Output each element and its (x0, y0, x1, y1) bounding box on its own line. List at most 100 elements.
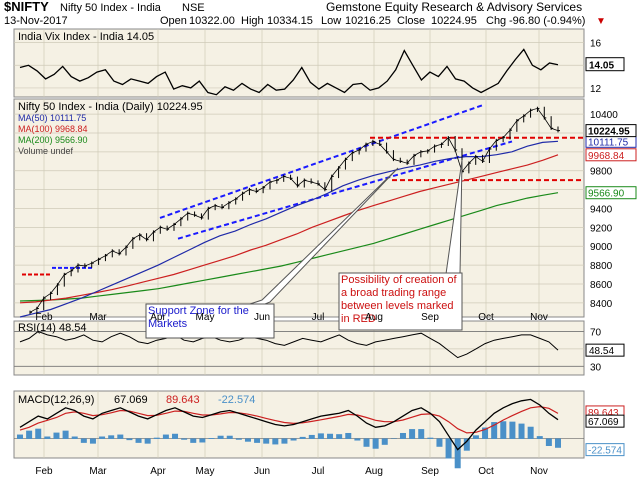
macd-histogram-bar (290, 438, 297, 441)
ma200-last-label: 9566.90 (588, 189, 625, 200)
price-tick-label: 9200 (590, 223, 613, 234)
x-tick-label: Sep (421, 312, 439, 323)
chart-date: 13-Nov-2017 (4, 15, 68, 27)
price-tick-label: 10400 (590, 110, 618, 121)
vix-tick-label: 16 (590, 39, 602, 50)
macd-histogram-bar (482, 427, 489, 439)
macd-histogram-bar (80, 438, 87, 443)
chart-provider: Gemstone Equity Research & Advisory Serv… (326, 0, 582, 14)
grid-lines (14, 29, 584, 458)
macd-histogram-bar (317, 433, 324, 439)
macd-line (19, 398, 559, 451)
macd-histogram-bar (372, 438, 379, 449)
macd-histogram-bar (363, 438, 370, 447)
x-tick-label: Oct (478, 312, 494, 323)
macd-histogram-bar (399, 432, 406, 439)
macd-histogram-bar (199, 438, 206, 443)
macd-histogram-bar (381, 438, 388, 445)
vix-panel (13, 28, 585, 98)
vix-legend: India Vix Index - India 14.05 (18, 31, 154, 43)
ma100-last-label: 9968.84 (588, 151, 625, 162)
x-tick-label: Nov (530, 466, 548, 477)
macd-histogram-bar (217, 435, 224, 439)
macd-histogram-bar (162, 434, 169, 439)
x-tick-label: Aug (365, 466, 383, 477)
macd-panel (13, 390, 585, 459)
macd-histogram-bar (500, 421, 507, 439)
macd-signal-line (19, 405, 559, 434)
chart-instrument-name: Nifty 50 Index - India (60, 2, 162, 14)
macd-histogram-bar (226, 435, 233, 439)
macd-histogram-bar (244, 438, 251, 442)
macd-histogram-bar (463, 438, 470, 451)
macd-legend-value: 67.069 (114, 394, 148, 406)
chart-exchange: NSE (182, 2, 205, 14)
upper-trend-line (159, 103, 485, 219)
ma50-last-label: 10111.75 (588, 137, 629, 148)
vix-last-label: 14.05 (589, 61, 614, 72)
macd-histogram-bar (418, 429, 425, 439)
x-tick-label: Oct (478, 466, 494, 477)
ohlc-chg-label: Chg (486, 15, 506, 27)
x-tick-label: Apr (150, 466, 166, 477)
x-tick-label: Sep (421, 466, 439, 477)
chart-marks (14, 48, 584, 469)
vix-last-box (585, 57, 625, 72)
price-legend: Nifty 50 Index - India (Daily) 10224.95 (18, 101, 203, 113)
ohlc-open-label: Open (160, 15, 187, 27)
ma200-last-label-box (585, 186, 637, 200)
macd-histogram-bar (390, 438, 397, 439)
price-tick-label: 9800 (590, 167, 613, 178)
price-last-label-box (585, 124, 637, 138)
macd-histogram-bar (35, 428, 42, 439)
macd-histogram-bar (327, 433, 334, 439)
y-axis-labels: 12141614.0584008600880090009200940096009… (585, 39, 637, 457)
macd-histogram-bar (89, 438, 96, 444)
macd-histogram-bar (336, 434, 343, 439)
macd-histogram-bar (108, 435, 115, 439)
macd-histogram-bar (153, 437, 160, 439)
macd-histogram-bar (472, 435, 479, 439)
macd-histogram-bar (144, 438, 151, 444)
vix-tick-label: 12 (590, 84, 602, 95)
macd-histogram-bar (190, 438, 197, 443)
rsi-last-label: 48.54 (589, 346, 614, 357)
x-tick-label: Jun (254, 466, 270, 477)
macd-last-label-box (585, 414, 625, 428)
vix-line (19, 48, 559, 96)
chart-symbol: $NIFTY (4, 0, 49, 14)
macd-histogram-bar (454, 438, 461, 469)
macd-histogram-bar (44, 436, 51, 439)
rsi-last-box (585, 343, 625, 357)
macd-histogram-bar (235, 438, 242, 440)
ohlc-low-value: 10216.25 (345, 15, 391, 27)
macd-hist-last-label-box (585, 443, 625, 457)
ma100-last-label-box (585, 148, 637, 162)
macd-histogram-bar (126, 438, 133, 441)
rsi-tick-label: 70 (590, 327, 602, 338)
x-tick-label: Nov (530, 312, 548, 323)
macd-histogram-bar (491, 422, 498, 439)
support-zone-text: Support Zone for the Markets (148, 305, 249, 330)
ma200-legend: MA(200) 9566.90 (18, 135, 88, 145)
macd-histogram-bar (281, 438, 288, 444)
macd-histogram-bar (53, 432, 60, 439)
macd-histogram-bar (17, 434, 23, 439)
price-tick-label: 9400 (590, 204, 613, 215)
ohlc-high-value: 10334.15 (267, 15, 313, 27)
rsi-legend: RSI(14) 48.54 (18, 322, 86, 334)
macd-histogram-bar (445, 438, 452, 459)
range-callout (338, 272, 463, 331)
macd-histogram-bar (99, 436, 106, 439)
price-tick-label: 8600 (590, 280, 613, 291)
ohlc-low-label: Low (321, 15, 341, 27)
x-tick-label: Mar (89, 312, 107, 323)
x-tick-label: Jun (254, 312, 270, 323)
macd-last-label: 67.069 (588, 417, 619, 428)
macd-histogram-bar (427, 437, 434, 439)
macd-legend-signal: 89.643 (166, 394, 200, 406)
x-tick-label: May (196, 466, 215, 477)
chg-down-arrow-icon: ▼ (596, 16, 606, 27)
price-tick-label: 9000 (590, 242, 613, 253)
